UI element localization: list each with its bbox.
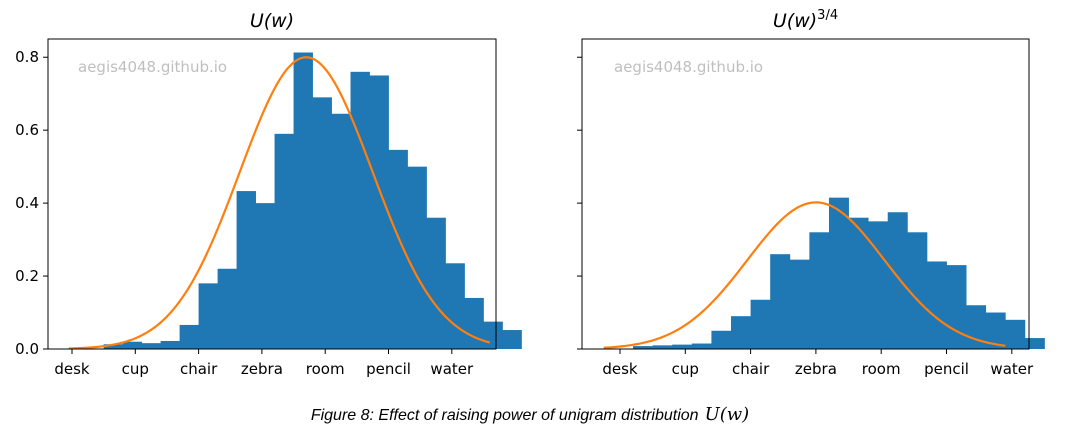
histogram-bar — [750, 299, 771, 349]
histogram-bar — [236, 191, 256, 349]
histogram-bar — [103, 344, 124, 349]
y-tick-label: 0.6 — [15, 121, 39, 139]
histogram-bar — [848, 217, 869, 349]
histogram-bar — [331, 113, 351, 349]
histogram-bar — [502, 330, 522, 349]
y-tick-label: 0.8 — [15, 48, 39, 66]
caption-math: U(w) — [705, 404, 750, 425]
histogram-bar — [1024, 338, 1045, 349]
histogram-bar — [464, 297, 484, 349]
density-curve — [68, 56, 491, 350]
density-curve — [603, 201, 1006, 349]
chart-panel-left: aegis4048.github.io U(w) desk cup chair zebra… — [15, 10, 522, 378]
chart-title: U(w) — [250, 10, 294, 32]
axes-frame — [581, 38, 1030, 350]
x-tick-label: cup — [672, 360, 699, 378]
histogram-bar — [907, 232, 928, 349]
histogram-bar — [483, 321, 503, 349]
axes-frame — [47, 38, 497, 350]
histogram-bar — [122, 341, 143, 349]
chart-title-superscript: 3/4 — [817, 8, 838, 23]
histogram-bar — [350, 71, 370, 349]
histogram-bar — [926, 261, 947, 349]
x-tick-label: pencil — [366, 360, 411, 378]
histogram-bar — [633, 346, 654, 349]
x-tick-label: chair — [732, 360, 770, 378]
histogram-bar — [179, 324, 199, 349]
x-tick-label: zebra — [795, 360, 837, 378]
histogram-bar — [1005, 319, 1026, 349]
histogram-bar — [198, 283, 218, 349]
y-tick-label: 0.4 — [15, 194, 39, 212]
x-tick-label: chair — [180, 360, 218, 378]
chart-title-main: U(w) — [773, 10, 817, 32]
x-tick-label: room — [862, 360, 901, 378]
histogram-bar — [731, 316, 751, 349]
histogram-bar — [274, 133, 294, 349]
figure-caption: Figure 8: Effect of raising power of uni… — [311, 404, 749, 425]
histogram-bar — [388, 149, 408, 349]
histogram-bar — [809, 232, 830, 349]
x-tick-label: zebra — [241, 360, 283, 378]
histogram-bar — [770, 254, 791, 349]
histogram-bar — [868, 221, 889, 349]
histogram-bar — [312, 97, 332, 349]
watermark-text: aegis4048.github.io — [78, 58, 227, 76]
x-tick-label: water — [430, 360, 474, 378]
histogram-bar — [445, 263, 465, 349]
histogram-bar — [828, 197, 849, 349]
x-tick-label: water — [990, 360, 1034, 378]
histogram-bar — [141, 343, 162, 349]
histogram-bar — [369, 75, 389, 349]
caption-text: Figure 8: Effect of raising power of uni… — [311, 407, 699, 424]
histogram-bar — [985, 312, 1006, 349]
chart-title-main: U(w) — [250, 10, 294, 32]
x-tick-label: desk — [602, 360, 638, 378]
x-tick-label: cup — [122, 360, 149, 378]
histogram-bar — [672, 344, 693, 349]
chart-panel-right: aegis4048.github.io U(w)3/4 desk cup chair ze… — [577, 8, 1045, 378]
histogram-bar — [887, 212, 908, 349]
histogram-bar — [160, 340, 181, 349]
histogram-bar — [407, 166, 427, 349]
x-tick-label: room — [306, 360, 345, 378]
histogram-bar — [711, 330, 732, 349]
watermark-text: aegis4048.github.io — [614, 58, 763, 76]
y-tick-label: 0.0 — [15, 340, 39, 358]
histogram-bar — [691, 343, 712, 349]
histogram-bar — [255, 203, 275, 349]
histogram-bar — [652, 345, 673, 349]
x-tick-label: pencil — [924, 360, 969, 378]
histogram-bar — [293, 52, 313, 350]
histogram-bar — [946, 265, 967, 349]
histogram-bar — [789, 259, 810, 349]
histogram-bar — [426, 217, 446, 349]
chart-title: U(w)3/4 — [773, 8, 838, 32]
y-tick-label: 0.2 — [15, 267, 39, 285]
histogram-bar — [217, 268, 237, 349]
x-tick-label: desk — [54, 360, 90, 378]
